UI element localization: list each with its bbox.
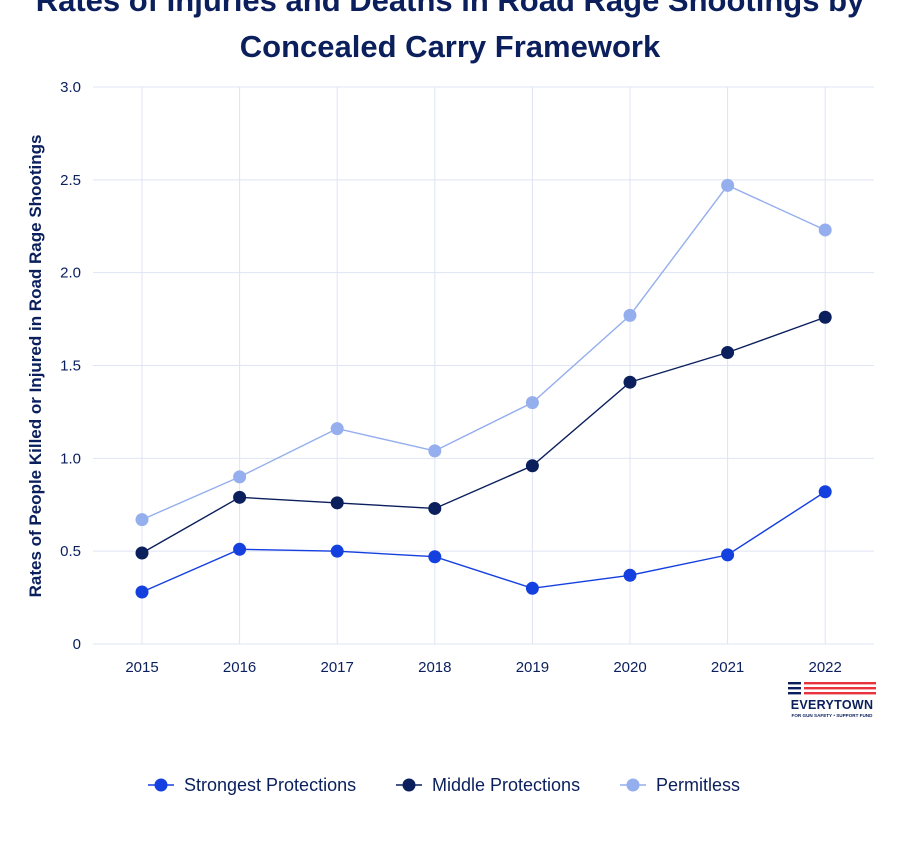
logo-wordmark: EVERYTOWN: [790, 698, 874, 712]
chart-title: Rates of Injuries and Deaths in Road Rag…: [35, 0, 865, 64]
x-tick-label: 2021: [711, 659, 744, 676]
legend-label: Permitless: [656, 775, 740, 795]
series-line: [141, 316, 826, 554]
legend-item: Permitless: [620, 775, 740, 795]
legend-marker: [154, 778, 168, 792]
y-tick-label: 0: [73, 636, 81, 653]
data-point: [623, 375, 637, 389]
data-point: [330, 422, 344, 436]
y-axis-ticks: 0 0.5 1.0 1.5 2.0 2.5 3.0: [60, 79, 81, 653]
gridlines: [93, 86, 874, 645]
data-point: [721, 548, 735, 562]
data-point: [818, 223, 832, 237]
data-point: [721, 346, 735, 360]
data-point: [623, 308, 637, 322]
data-point: [135, 585, 149, 599]
series-layer: [135, 178, 832, 599]
x-axis-ticks: 2015 2016 2017 2018 2019 2020 2021 2022: [125, 659, 842, 676]
y-axis-title: Rates of People Killed or Injured in Roa…: [26, 135, 45, 598]
series-middle-protections: [135, 310, 832, 560]
legend-item: Strongest Protections: [148, 775, 356, 795]
y-tick-label: 1.0: [60, 450, 81, 467]
data-point: [525, 581, 539, 595]
data-point: [428, 444, 442, 458]
data-point: [525, 396, 539, 410]
legend-item: Middle Protections: [396, 775, 580, 795]
legend-marker: [626, 778, 640, 792]
data-point: [233, 542, 247, 556]
data-point: [233, 490, 247, 504]
series-permitless: [135, 178, 832, 527]
y-tick-label: 1.5: [60, 358, 81, 375]
x-tick-label: 2019: [516, 659, 549, 676]
series-strongest-protections: [135, 485, 832, 599]
legend-label: Strongest Protections: [184, 775, 356, 795]
data-point: [818, 485, 832, 499]
y-tick-label: 3.0: [60, 79, 81, 96]
data-point: [818, 310, 832, 324]
flag-stripes-icon: [788, 682, 876, 695]
legend: Strongest Protections Middle Protections P…: [148, 775, 740, 795]
x-tick-label: 2015: [125, 659, 158, 676]
y-tick-label: 2.5: [60, 172, 81, 189]
everytown-logo: EVERYTOWN FOR GUN SAFETY • SUPPORT FUND: [788, 682, 876, 722]
data-point: [135, 513, 149, 527]
x-tick-label: 2020: [613, 659, 646, 676]
data-point: [623, 568, 637, 582]
x-tick-label: 2018: [418, 659, 451, 676]
data-point: [721, 178, 735, 192]
x-tick-label: 2016: [223, 659, 256, 676]
data-point: [233, 470, 247, 484]
x-tick-label: 2022: [809, 659, 842, 676]
data-point: [330, 544, 344, 558]
data-point: [525, 459, 539, 473]
x-tick-label: 2017: [321, 659, 354, 676]
data-point: [135, 546, 149, 560]
series-line: [141, 491, 826, 593]
logo-tagline: FOR GUN SAFETY • SUPPORT FUND: [791, 713, 873, 718]
data-point: [428, 501, 442, 515]
y-tick-label: 0.5: [60, 543, 81, 560]
data-point: [330, 496, 344, 510]
legend-marker: [402, 778, 416, 792]
data-point: [428, 550, 442, 564]
legend-label: Middle Protections: [432, 775, 580, 795]
y-tick-label: 2.0: [60, 265, 81, 282]
series-line: [141, 184, 826, 521]
